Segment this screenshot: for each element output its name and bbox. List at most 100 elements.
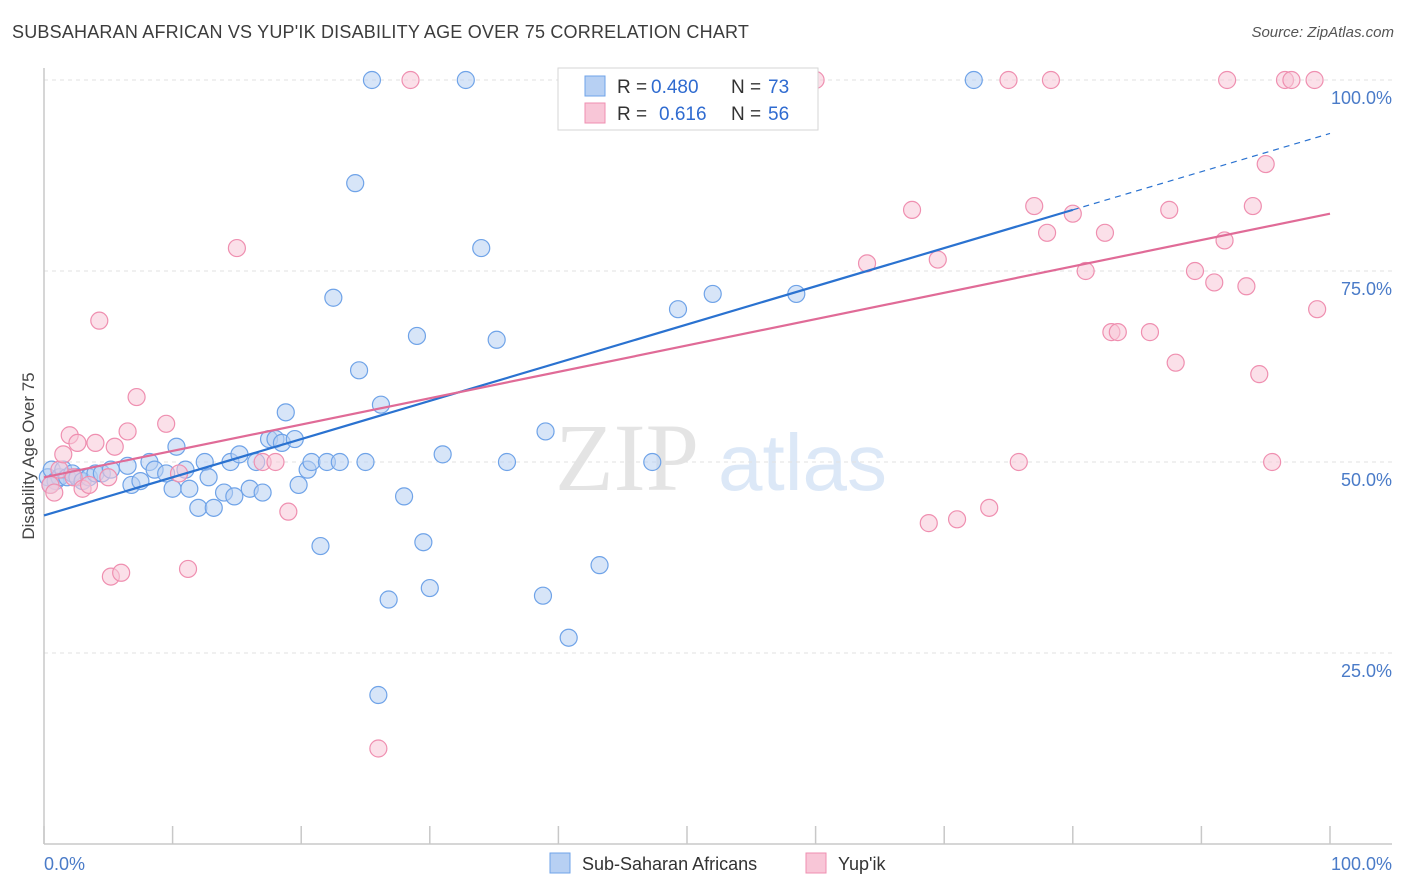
trend-line-yupik xyxy=(43,212,1331,479)
point-yupik-3 xyxy=(54,445,73,464)
point-sub-saharan-67 xyxy=(668,300,688,319)
point-yupik-59 xyxy=(1308,300,1327,319)
point-sub-saharan-63 xyxy=(536,422,555,441)
point-yupik-46 xyxy=(1166,353,1185,372)
stats-swatch-yupik xyxy=(584,102,606,124)
point-sub-saharan-68 xyxy=(703,284,722,304)
point-sub-saharan-61 xyxy=(497,452,517,472)
chart-title: SUBSAHARAN AFRICAN VS YUP'IK DISABILITY … xyxy=(12,22,750,42)
point-yupik-35 xyxy=(1009,452,1028,472)
legend-label-sub-saharan: Sub-Saharan Africans xyxy=(582,854,757,874)
point-yupik-13 xyxy=(105,437,124,456)
stats-n-value-1: 56 xyxy=(768,104,789,125)
point-sub-saharan-53 xyxy=(394,487,414,506)
y-tick-label-75: 75.0% xyxy=(1341,279,1392,299)
point-sub-saharan-25 xyxy=(199,468,218,487)
stats-n-label-1: N = xyxy=(731,104,761,125)
point-sub-saharan-65 xyxy=(590,556,609,575)
point-sub-saharan-47 xyxy=(349,361,369,380)
point-yupik-10 xyxy=(90,311,109,330)
point-yupik-58 xyxy=(1305,70,1324,90)
trend-line-sub-saharan xyxy=(43,208,1074,517)
point-yupik-25 xyxy=(401,70,420,90)
point-sub-saharan-26 xyxy=(204,498,223,517)
point-yupik-48 xyxy=(1205,273,1224,292)
legend-swatch-yupik xyxy=(805,852,827,874)
stats-r-value-1: 0.616 xyxy=(659,104,707,125)
point-sub-saharan-37 xyxy=(276,403,295,422)
y-tick-label-25: 25.0% xyxy=(1341,661,1392,681)
point-yupik-34 xyxy=(999,70,1018,90)
point-yupik-55 xyxy=(1263,452,1282,472)
legend-swatch-sub-saharan xyxy=(549,852,571,874)
point-sub-saharan-44 xyxy=(324,288,343,307)
point-sub-saharan-46 xyxy=(346,174,365,193)
point-yupik-44 xyxy=(1140,323,1160,342)
series-sub-saharan-points xyxy=(38,70,983,705)
point-yupik-6 xyxy=(68,433,87,452)
point-sub-saharan-23 xyxy=(189,498,208,517)
y-tick-label-100: 100.0% xyxy=(1331,88,1392,108)
point-yupik-43 xyxy=(1108,323,1127,342)
point-yupik-9 xyxy=(86,433,105,452)
trend-lines xyxy=(43,132,1331,517)
x-tick-label-0: 0.0% xyxy=(44,854,85,874)
point-sub-saharan-48 xyxy=(356,452,375,472)
point-sub-saharan-62 xyxy=(533,586,553,605)
point-yupik-51 xyxy=(1237,277,1256,296)
stats-r-value-0: 0.480 xyxy=(651,77,699,98)
series-yupik-points xyxy=(41,70,1327,758)
point-yupik-8 xyxy=(79,475,99,495)
point-yupik-54 xyxy=(1256,154,1275,174)
stats-n-value-0: 73 xyxy=(768,77,789,98)
point-sub-saharan-54 xyxy=(407,326,427,346)
point-sub-saharan-39 xyxy=(289,475,308,495)
point-sub-saharan-33 xyxy=(253,483,272,502)
point-yupik-11 xyxy=(99,468,118,487)
point-sub-saharan-42 xyxy=(311,536,330,556)
point-sub-saharan-52 xyxy=(379,590,398,609)
point-sub-saharan-56 xyxy=(420,578,439,598)
point-yupik-31 xyxy=(928,250,947,269)
point-yupik-53 xyxy=(1250,365,1269,384)
point-sub-saharan-58 xyxy=(456,70,475,90)
point-yupik-38 xyxy=(1041,70,1061,90)
point-yupik-41 xyxy=(1095,223,1115,242)
point-yupik-45 xyxy=(1160,200,1179,219)
watermark: ZIP atlas xyxy=(555,404,887,511)
point-yupik-39 xyxy=(1063,204,1082,223)
point-yupik-24 xyxy=(369,739,388,758)
y-tick-label-50: 50.0% xyxy=(1341,470,1392,490)
source-label: Source: ZipAtlas.com xyxy=(1251,24,1394,41)
stats-r-label-1: R = xyxy=(617,104,647,125)
grid xyxy=(44,79,1392,654)
x-tick-label-100: 100.0% xyxy=(1331,854,1392,874)
y-axis-label: Disability Age Over 75 xyxy=(19,372,38,539)
stats-n-label-0: N = xyxy=(731,77,761,98)
point-sub-saharan-49 xyxy=(362,70,382,90)
watermark-zip: ZIP xyxy=(555,404,699,511)
point-yupik-23 xyxy=(279,502,298,521)
point-yupik-19 xyxy=(178,559,198,579)
point-yupik-17 xyxy=(157,414,176,433)
point-yupik-40 xyxy=(1076,261,1095,281)
point-sub-saharan-19 xyxy=(163,479,182,498)
stats-legend: R = 0.480 N = 73 R = 0.616 N = 56 xyxy=(557,67,819,131)
point-yupik-50 xyxy=(1218,70,1237,90)
point-sub-saharan-66 xyxy=(643,452,662,472)
point-yupik-16 xyxy=(127,387,146,407)
point-yupik-33 xyxy=(980,498,999,517)
point-yupik-15 xyxy=(118,422,137,441)
series-legend: Sub-Saharan Africans Yup'ik xyxy=(549,852,886,874)
point-sub-saharan-29 xyxy=(225,487,244,506)
point-sub-saharan-41 xyxy=(302,452,321,472)
trend-line-extension-sub-saharan xyxy=(1072,132,1331,211)
point-yupik-29 xyxy=(902,200,922,219)
point-yupik-52 xyxy=(1243,196,1262,216)
point-sub-saharan-20 xyxy=(167,437,186,456)
point-yupik-37 xyxy=(1037,223,1057,242)
point-sub-saharan-51 xyxy=(371,395,391,414)
stats-r-label-0: R = xyxy=(617,77,647,98)
